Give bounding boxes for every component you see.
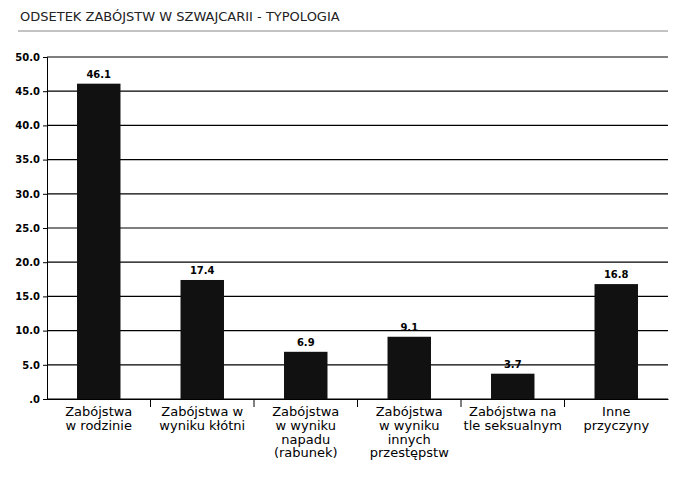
y-tick-mark: [43, 228, 47, 229]
grid-line: [47, 159, 668, 160]
bar: [388, 337, 431, 399]
bar: [491, 374, 534, 399]
grid-line: [47, 330, 668, 331]
grid-line: [47, 193, 668, 194]
y-tick-mark: [43, 57, 47, 58]
category-separator: [564, 399, 565, 407]
y-tick: 35.0: [15, 154, 47, 165]
x-tick-label: Zabójstwa natle seksualnym: [464, 404, 562, 433]
bar: [181, 280, 224, 399]
x-tick: Zabójstwaw rodzinie: [65, 399, 132, 433]
y-tick: 40.0: [15, 120, 47, 131]
data-label: 9.1: [400, 322, 418, 333]
y-tick-mark: [43, 194, 47, 195]
x-tick: Zabójstwa natle seksualnym: [464, 399, 562, 433]
x-tick-label: Zabójstwaw rodzinie: [65, 404, 132, 433]
y-tick: 15.0: [15, 291, 47, 302]
grid-line: [47, 296, 668, 297]
y-tick-label: 15.0: [15, 291, 40, 302]
y-tick-label: 35.0: [15, 154, 40, 165]
y-tick: .0: [29, 394, 47, 405]
y-axis: .0 5.0 10.0 15.0 20.0 25.0 30.0 35.0 40.0 45.0 50.…: [15, 52, 47, 405]
y-axis-line: [43, 58, 48, 400]
plot: 46.1 17.4 6.9 9.1 3.7 16.8 .0 5.0 10.0 15.0 20.0 25…: [15, 52, 668, 460]
y-tick: 5.0: [22, 360, 47, 371]
bar: [284, 352, 327, 399]
data-label: 46.1: [86, 69, 111, 80]
x-tick: Zabójstwaw wynikunapadu(rabunek): [272, 399, 339, 460]
category-separator: [254, 399, 255, 407]
y-tick: 20.0: [15, 257, 47, 268]
title-rule: [18, 31, 668, 32]
title: ODSETEK ZABÓJSTW W SZWAJCARII - TYPOLOGI…: [20, 9, 340, 24]
x-tick: Inneprzyczyny: [583, 399, 649, 433]
y-tick-mark: [43, 296, 47, 297]
grid-line: [47, 364, 668, 365]
category-separators: [151, 399, 565, 407]
y-tick-label: 30.0: [15, 189, 40, 200]
x-axis: Zabójstwaw rodzinie Zabójstwa wwyniku kłó…: [48, 399, 669, 460]
y-tick-label: 40.0: [15, 120, 40, 131]
data-labels: 46.1 17.4 6.9 9.1 3.7 16.8: [86, 69, 628, 370]
y-tick-mark: [43, 399, 47, 400]
y-tick-label: 25.0: [15, 223, 40, 234]
grid-line: [47, 56, 668, 57]
y-tick-label: 5.0: [22, 360, 40, 371]
data-label: 6.9: [297, 337, 315, 348]
data-label: 17.4: [190, 265, 215, 276]
y-tick: 10.0: [15, 325, 47, 336]
grid-line: [47, 91, 668, 92]
category-separator: [357, 399, 358, 407]
y-tick-mark: [43, 365, 47, 366]
chart: ODSETEK ZABÓJSTW W SZWAJCARII - TYPOLOGI…: [0, 0, 690, 480]
grid: [47, 57, 668, 399]
x-tick: Zabójstwaw wynikuinnychprzestępstw: [370, 399, 449, 460]
y-tick: 50.0: [15, 52, 47, 63]
y-tick-label: 10.0: [15, 325, 40, 336]
data-label: 16.8: [604, 269, 629, 280]
y-tick: 25.0: [15, 223, 47, 234]
y-tick-label: 45.0: [15, 86, 40, 97]
y-tick-mark: [43, 125, 47, 126]
bars: [77, 84, 638, 399]
bar: [77, 84, 120, 399]
grid-line: [47, 227, 668, 228]
x-tick-label-line: przestępstw: [370, 445, 449, 460]
bar: [595, 284, 638, 399]
x-tick-label-line: w rodzinie: [66, 418, 132, 433]
x-tick: Zabójstwa wwyniku kłótni: [159, 399, 245, 433]
y-tick-mark: [43, 262, 47, 263]
category-separator: [461, 399, 462, 407]
x-tick-label: Zabójstwaw wynikunapadu(rabunek): [272, 404, 339, 460]
x-tick-label-line: przyczyny: [583, 418, 649, 433]
y-tick: 45.0: [15, 86, 47, 97]
x-tick-label: Inneprzyczyny: [583, 404, 649, 433]
y-tick-mark: [43, 160, 47, 161]
x-tick-label-line: wyniku kłótni: [159, 418, 245, 433]
y-tick-label: .0: [29, 394, 40, 405]
y-tick: 30.0: [15, 189, 47, 200]
x-tick-label: Zabójstwaw wynikuinnychprzestępstw: [370, 404, 449, 460]
y-tick-mark: [43, 331, 47, 332]
grid-line: [47, 262, 668, 263]
y-tick-label: 20.0: [15, 257, 40, 268]
data-label: 3.7: [504, 359, 522, 370]
y-tick-label: 50.0: [15, 52, 40, 63]
grid-line: [47, 125, 668, 126]
y-tick-mark: [43, 91, 47, 92]
x-tick-label-line: (rabunek): [274, 445, 338, 460]
x-tick-label: Zabójstwa wwyniku kłótni: [159, 404, 245, 433]
category-separator: [150, 399, 151, 407]
x-tick-label-line: tle seksualnym: [464, 418, 562, 433]
